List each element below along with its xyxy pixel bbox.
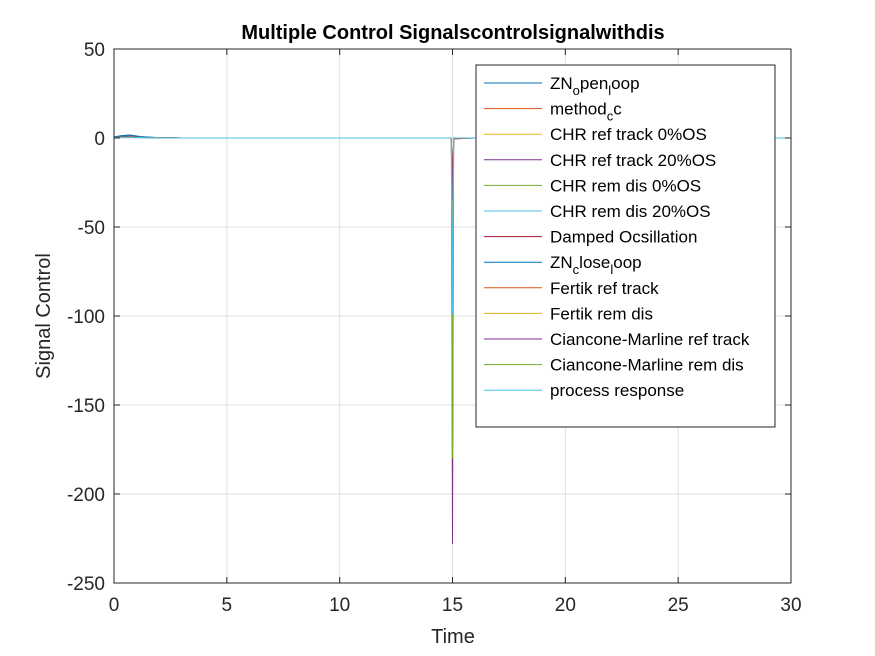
chart-title: Multiple Control Signalscontrolsignalwit… bbox=[241, 22, 664, 44]
legend-entry: ZNopenloop bbox=[550, 74, 640, 98]
legend-box bbox=[475, 64, 776, 428]
y-tick-label: -200 bbox=[67, 485, 105, 506]
x-tick-label: 5 bbox=[222, 595, 233, 616]
y-tick-label: -150 bbox=[67, 396, 105, 417]
y-tick-label: -100 bbox=[67, 307, 105, 328]
legend-entry: Ciancone-Marline rem dis bbox=[550, 356, 744, 375]
legend-entry: Fertik rem dis bbox=[550, 304, 653, 323]
legend-entry: Damped Ocsillation bbox=[550, 228, 697, 247]
legend-entry: Fertik ref track bbox=[550, 279, 659, 298]
x-axis-label: Time bbox=[431, 626, 475, 648]
y-tick-label: 50 bbox=[84, 40, 105, 61]
y-tick-label: -50 bbox=[78, 218, 105, 239]
legend-entry: CHR ref track 20%OS bbox=[550, 151, 716, 170]
legend-entry: ZNcloseloop bbox=[550, 253, 642, 277]
legend-entry: CHR rem dis 0%OS bbox=[550, 176, 701, 195]
legend-entry: process response bbox=[550, 381, 684, 400]
axis-ticks: 0 5 10 15 20 25 30 50 0 -50 -100 -150 -200 -250 bbox=[67, 40, 802, 616]
y-axis-label: Signal Control bbox=[33, 253, 55, 379]
x-tick-label: 10 bbox=[329, 595, 350, 616]
legend-entry: CHR rem dis 20%OS bbox=[550, 202, 711, 221]
x-tick-label: 25 bbox=[668, 595, 689, 616]
x-tick-label: 15 bbox=[442, 595, 463, 616]
x-tick-label: 0 bbox=[109, 595, 120, 616]
series-lines bbox=[113, 134, 791, 544]
series-line-12 bbox=[113, 136, 791, 315]
y-tick-label: 0 bbox=[94, 129, 105, 150]
legend-entry: Ciancone-Marline ref track bbox=[550, 330, 750, 349]
y-tick-label: -250 bbox=[67, 574, 105, 595]
x-tick-label: 20 bbox=[555, 595, 576, 616]
legend-entry: methodcc bbox=[550, 100, 622, 124]
x-tick-label: 30 bbox=[780, 595, 801, 616]
legend-entry: CHR ref track 0%OS bbox=[550, 125, 707, 144]
